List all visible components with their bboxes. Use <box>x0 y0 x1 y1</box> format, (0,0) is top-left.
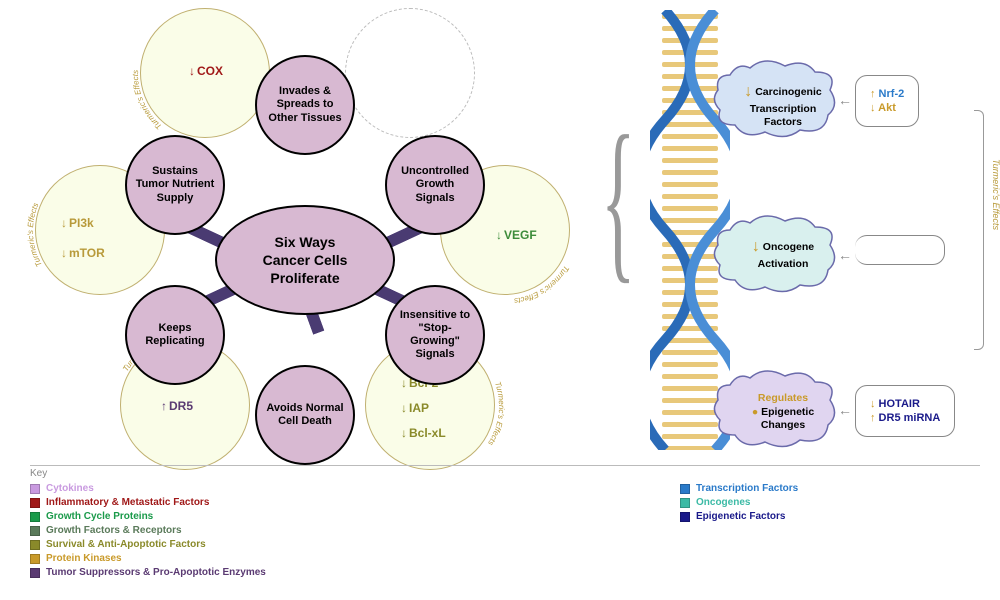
callout-item: ↓ HOTAIR <box>870 398 940 410</box>
satellite-node: Invades & Spreads to Other Tissues <box>255 55 355 155</box>
key-item: Tumor Suppressors & Pro-Apoptotic Enzyme… <box>30 567 630 578</box>
key-swatch <box>30 498 40 508</box>
svg-text:Turmeric's Effects: Turmeric's Effects <box>131 70 164 132</box>
key-swatch <box>680 484 690 494</box>
dna-cloud: Regulates● Epigenetic Changes <box>710 370 840 450</box>
callout-item: ↑ DR5 miRNA <box>870 412 940 424</box>
center-node: Six WaysCancer CellsProliferate <box>215 205 395 315</box>
key-swatch <box>680 512 690 522</box>
dna-cloud: ↓ Oncogene Activation <box>710 215 840 295</box>
key-item: Survival & Anti-Apoptotic Factors <box>30 539 630 550</box>
key-item: Protein Kinases <box>30 553 630 564</box>
key-item: Growth Factors & Receptors <box>30 525 630 536</box>
dna-callout-mid <box>855 235 945 265</box>
link-arrow: ← <box>838 247 852 263</box>
dna-section: ↓ Carcinogenic Transcription Factors ← ↓ O… <box>640 10 980 450</box>
link-arrow: ← <box>838 92 852 108</box>
satellite-node: Insensitive to "Stop-Growing" Signals <box>385 285 485 385</box>
effect-circle <box>345 8 475 138</box>
satellite-node: Sustains Tumor Nutrient Supply <box>125 135 225 235</box>
key-label: Inflammatory & Metastatic Factors <box>46 497 209 508</box>
callout-item: ↓ Akt <box>870 102 904 114</box>
svg-text:Turmeric's Effects: Turmeric's Effects <box>514 264 571 306</box>
dna-cloud: ↓ Carcinogenic Transcription Factors <box>710 60 840 140</box>
key-swatch <box>680 498 690 508</box>
key-label: Tumor Suppressors & Pro-Apoptotic Enzyme… <box>46 567 266 578</box>
key-item: Epigenetic Factors <box>680 511 980 522</box>
svg-text:Turmeric's Effects: Turmeric's Effects <box>486 381 506 448</box>
key-item: Inflammatory & Metastatic Factors <box>30 497 630 508</box>
satellite-node: Keeps Replicating <box>125 285 225 385</box>
dna-callout: ↓ HOTAIR ↑ DR5 miRNA <box>855 385 955 437</box>
key-col-right: Transcription Factors Oncogenes Epigenetic… <box>680 483 980 578</box>
key-title: Key <box>30 468 980 479</box>
center-title: Six WaysCancer CellsProliferate <box>263 233 348 288</box>
key-item: Cytokines <box>30 483 630 494</box>
key-swatch <box>30 540 40 550</box>
key-label: Protein Kinases <box>46 553 122 564</box>
key-label: Growth Factors & Receptors <box>46 525 182 536</box>
dna-callout: ↑ Nrf-2 ↓ Akt <box>855 75 919 127</box>
key-swatch <box>30 512 40 522</box>
key-swatch <box>30 484 40 494</box>
cloud-text: ↓ Oncogene Activation <box>738 237 828 271</box>
cloud-text: Regulates● Epigenetic Changes <box>738 392 828 433</box>
key-item: Growth Cycle Proteins <box>30 511 630 522</box>
key-label: Oncogenes <box>696 497 750 508</box>
key-label: Survival & Anti-Apoptotic Factors <box>46 539 206 550</box>
cloud-text: ↓ Carcinogenic Transcription Factors <box>738 82 828 130</box>
key-label: Transcription Factors <box>696 483 798 494</box>
key-label: Growth Cycle Proteins <box>46 511 153 522</box>
satellite-node: Avoids Normal Cell Death <box>255 365 355 465</box>
link-arrow: ← <box>838 402 852 418</box>
callout-item: ↑ Nrf-2 <box>870 88 904 100</box>
effect-circle: COXTurmeric's Effects <box>140 8 270 138</box>
key-section: Key Cytokines Inflammatory & Metastatic F… <box>30 465 980 578</box>
key-swatch <box>30 554 40 564</box>
dna-side-label <box>974 110 984 350</box>
left-network: COXTurmeric's EffectsVEGFTurmeric's Effe… <box>0 0 620 470</box>
key-label: Cytokines <box>46 483 94 494</box>
key-swatch <box>30 526 40 536</box>
key-item: Transcription Factors <box>680 483 980 494</box>
satellite-node: Uncontrolled Growth Signals <box>385 135 485 235</box>
key-swatch <box>30 568 40 578</box>
brace: { <box>601 95 636 302</box>
key-label: Epigenetic Factors <box>696 511 785 522</box>
key-item: Oncogenes <box>680 497 980 508</box>
svg-text:Turmeric's Effects: Turmeric's Effects <box>26 201 44 268</box>
key-col-left: Cytokines Inflammatory & Metastatic Facto… <box>30 483 630 578</box>
dna-side-label-text: Turmeric's Effects <box>991 159 1000 230</box>
